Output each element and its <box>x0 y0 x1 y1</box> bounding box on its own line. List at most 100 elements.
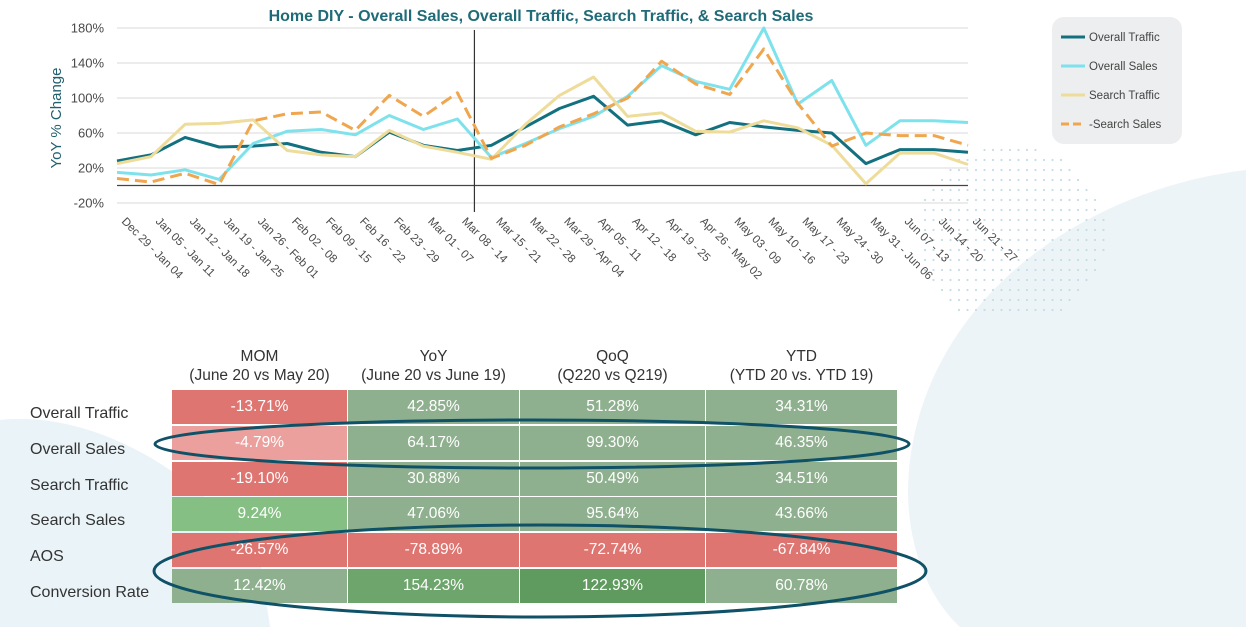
bg-dot <box>1042 268 1046 272</box>
bg-dot <box>966 258 969 262</box>
bg-dot <box>1042 308 1046 312</box>
bg-dot <box>1076 228 1080 232</box>
bg-dot <box>1000 278 1003 282</box>
bg-dot <box>932 238 935 242</box>
table-cell: 46.35% <box>706 425 897 460</box>
table-cell: 51.28% <box>520 390 705 424</box>
row-label: Overall Traffic <box>30 405 129 422</box>
bg-dot <box>1034 268 1037 272</box>
column-title: YoY <box>419 348 448 365</box>
bg-dot <box>1076 258 1080 262</box>
bg-dot <box>932 188 935 192</box>
bg-dot <box>923 208 927 212</box>
bg-dot <box>1008 158 1012 162</box>
bg-dot <box>1017 238 1020 242</box>
bg-dot <box>974 188 978 192</box>
bg-dot <box>991 288 995 292</box>
bg-dot <box>1008 188 1012 192</box>
legend: Overall Traffic Overall Sales Search Traff… <box>1052 17 1182 144</box>
bg-dot <box>1068 178 1071 182</box>
bg-dot <box>1034 298 1037 302</box>
bg-dot <box>966 268 969 272</box>
bg-dot <box>1051 238 1054 242</box>
bg-dot <box>1034 218 1037 222</box>
table-cell: -19.10% <box>172 461 347 496</box>
bg-dot <box>1076 208 1080 212</box>
bg-dot <box>974 308 978 312</box>
y-tick-label: 20% <box>78 161 104 176</box>
bg-dot <box>1059 298 1063 302</box>
bg-dot <box>983 198 986 202</box>
column-subtitle: (YTD 20 vs. YTD 19) <box>729 367 874 384</box>
bg-dot <box>1008 248 1012 252</box>
bg-dot <box>1093 268 1097 272</box>
bg-dot <box>1059 308 1063 312</box>
bg-dot <box>1034 148 1037 152</box>
bg-dot <box>1034 248 1037 252</box>
bg-dot <box>1076 248 1080 252</box>
table-cell: 47.06% <box>348 497 519 532</box>
bg-dot <box>1017 208 1020 212</box>
bg-dot <box>983 148 986 152</box>
bg-dot <box>1068 228 1071 232</box>
bg-dot <box>1051 208 1054 212</box>
bg-dot <box>1085 198 1088 202</box>
bg-dot <box>1102 218 1105 222</box>
bg-dot <box>957 228 961 232</box>
bg-dot <box>923 218 927 222</box>
bg-dot <box>1025 308 1029 312</box>
bg-dot <box>1025 178 1029 182</box>
line-chart: Home DIY - Overall Sales, Overall Traffi… <box>48 8 1182 282</box>
bg-dot <box>932 198 935 202</box>
bg-dot <box>940 288 944 292</box>
bg-dot <box>974 218 978 222</box>
bg-dot <box>1051 308 1054 312</box>
bg-dot <box>1025 298 1029 302</box>
table-cell: 34.31% <box>706 390 897 424</box>
bg-dot <box>991 158 995 162</box>
bg-dot <box>1059 168 1063 172</box>
bg-dot <box>974 258 978 262</box>
table-cell: 99.30% <box>520 425 705 460</box>
bg-dot <box>1034 278 1037 282</box>
bg-dot <box>1059 188 1063 192</box>
bg-dot <box>957 268 961 272</box>
bg-dot <box>974 208 978 212</box>
bg-dot <box>1008 258 1012 262</box>
bg-dot <box>1025 258 1029 262</box>
bg-dot <box>1000 188 1003 192</box>
series-line <box>116 75 969 186</box>
bg-dot <box>1093 238 1097 242</box>
table-cell: 12.42% <box>172 569 347 603</box>
bg-dot <box>1017 308 1020 312</box>
bg-dot <box>1025 288 1029 292</box>
bg-dot <box>983 298 986 302</box>
bg-dot <box>983 208 986 212</box>
bg-dot <box>923 198 927 202</box>
bg-dot <box>957 308 961 312</box>
bg-dot <box>991 168 995 172</box>
bg-dot <box>1008 148 1012 152</box>
table-cell: 95.64% <box>520 497 705 532</box>
bg-dot <box>983 268 986 272</box>
row-label: Conversion Rate <box>30 584 150 601</box>
bg-dot <box>991 298 995 302</box>
bg-dot <box>1042 248 1046 252</box>
bg-dot <box>1076 268 1080 272</box>
bg-dot <box>1059 268 1063 272</box>
series-lines <box>116 26 969 187</box>
bg-dot <box>923 258 927 262</box>
bg-dot <box>949 218 952 222</box>
bg-dot <box>1042 158 1046 162</box>
column-title: MOM <box>240 348 279 365</box>
table-cell: -72.74% <box>520 533 705 568</box>
bg-dot <box>983 288 986 292</box>
y-tick-label: 180% <box>71 21 105 36</box>
table-cell: 50.49% <box>520 461 705 496</box>
bg-dot <box>949 248 952 252</box>
bg-dot <box>949 288 952 292</box>
bg-dot <box>1008 238 1012 242</box>
bg-dot <box>940 248 944 252</box>
bg-dot <box>949 238 952 242</box>
